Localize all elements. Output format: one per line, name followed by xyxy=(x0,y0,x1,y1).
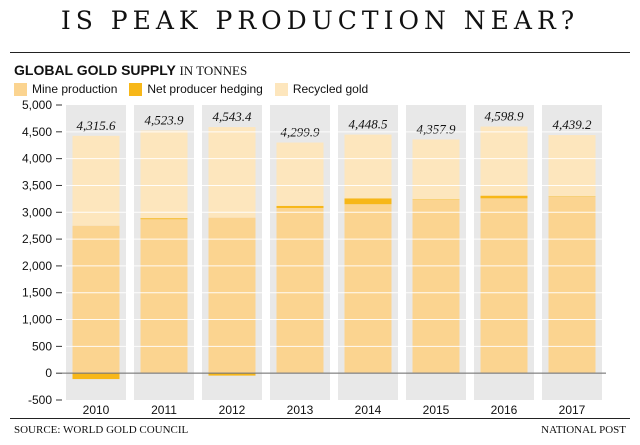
y-tick-label: 3,000 xyxy=(22,205,52,219)
column-background xyxy=(270,105,330,400)
y-tick-label: 2,000 xyxy=(22,259,52,273)
y-tick-label: 1,000 xyxy=(22,313,52,327)
legend-item-hedging: Net producer hedging xyxy=(129,82,263,96)
column-background xyxy=(406,105,466,400)
bar-recycled-gold xyxy=(276,142,324,206)
bar-mine-production xyxy=(480,198,528,374)
x-tick-label: 2015 xyxy=(423,403,450,417)
bar-net-hedging xyxy=(344,198,392,205)
subtitle-unit: IN TONNES xyxy=(179,63,248,78)
total-label: 4,523.9 xyxy=(145,113,185,128)
legend-label-recycled: Recycled gold xyxy=(292,82,369,96)
bar-recycled-gold xyxy=(480,126,528,196)
legend-label-mine: Mine production xyxy=(32,82,118,96)
bar-recycled-gold xyxy=(412,139,460,200)
y-tick-label: 500 xyxy=(32,339,52,353)
x-tick-label: 2013 xyxy=(287,403,314,417)
y-tick-label: 0 xyxy=(45,366,52,380)
total-label: 4,543.4 xyxy=(213,109,253,124)
bar-mine-production xyxy=(140,219,188,374)
chart-legend: Mine production Net producer hedging Rec… xyxy=(14,82,368,96)
x-tick-label: 2014 xyxy=(355,403,382,417)
legend-item-recycled: Recycled gold xyxy=(274,82,369,96)
y-tick-label: 4,500 xyxy=(22,125,52,139)
bar-recycled-gold xyxy=(140,130,188,219)
bar-recycled-gold xyxy=(548,135,596,197)
bar-mine-production xyxy=(208,217,256,374)
bar-mine-production xyxy=(72,225,120,374)
bar-net-hedging xyxy=(72,373,120,380)
x-tick-label: 2010 xyxy=(83,403,110,417)
bar-recycled-gold xyxy=(72,135,120,226)
subtitle-bold: GLOBAL GOLD SUPPLY xyxy=(14,62,176,78)
x-tick-label: 2011 xyxy=(151,403,177,417)
bar-recycled-gold xyxy=(344,134,392,199)
x-tick-label: 2012 xyxy=(219,403,246,417)
x-tick-label: 2017 xyxy=(559,403,586,417)
y-tick-label: 5,000 xyxy=(22,98,52,112)
legend-swatch-mine xyxy=(14,82,27,96)
y-tick-label: 3,500 xyxy=(22,178,52,192)
total-label: 4,315.6 xyxy=(77,118,117,133)
legend-label-hedging: Net producer hedging xyxy=(147,82,263,96)
column-background xyxy=(202,105,262,400)
column-background xyxy=(338,105,398,400)
y-tick-label: 4,000 xyxy=(22,152,52,166)
y-tick-label: 2,500 xyxy=(22,232,52,246)
total-label: 4,299.9 xyxy=(281,125,321,140)
total-label: 4,357.9 xyxy=(417,121,457,136)
chart-subtitle: GLOBAL GOLD SUPPLY IN TONNES xyxy=(14,62,247,79)
bar-net-hedging xyxy=(480,195,528,199)
top-rule xyxy=(10,52,630,53)
bottom-rule xyxy=(10,418,630,419)
bar-net-hedging xyxy=(140,218,188,220)
total-label: 4,448.5 xyxy=(349,117,389,132)
total-label: 4,439.2 xyxy=(553,117,593,132)
column-background xyxy=(66,105,126,400)
column-background xyxy=(134,105,194,400)
headline: IS PEAK PRODUCTION NEAR? xyxy=(60,6,580,35)
bar-net-hedging xyxy=(276,205,324,208)
total-label: 4,598.9 xyxy=(485,109,525,124)
bar-net-hedging xyxy=(548,196,596,197)
bar-mine-production xyxy=(276,207,324,374)
bar-net-hedging xyxy=(412,199,460,200)
credit-note: NATIONAL POST xyxy=(541,424,626,436)
bar-net-hedging xyxy=(208,373,256,376)
y-tick-label: -500 xyxy=(28,393,52,407)
source-note: SOURCE: WORLD GOLD COUNCIL xyxy=(14,424,189,436)
bar-mine-production xyxy=(344,204,392,374)
legend-swatch-hedging xyxy=(129,82,143,96)
bar-recycled-gold xyxy=(208,127,256,218)
legend-swatch-recycled xyxy=(274,82,288,96)
legend-item-mine: Mine production xyxy=(14,82,117,96)
bar-mine-production xyxy=(548,196,596,374)
y-tick-label: 1,500 xyxy=(22,286,52,300)
x-tick-label: 2016 xyxy=(491,403,518,417)
column-background xyxy=(542,105,602,400)
bar-mine-production xyxy=(412,199,460,374)
column-background xyxy=(474,105,534,400)
